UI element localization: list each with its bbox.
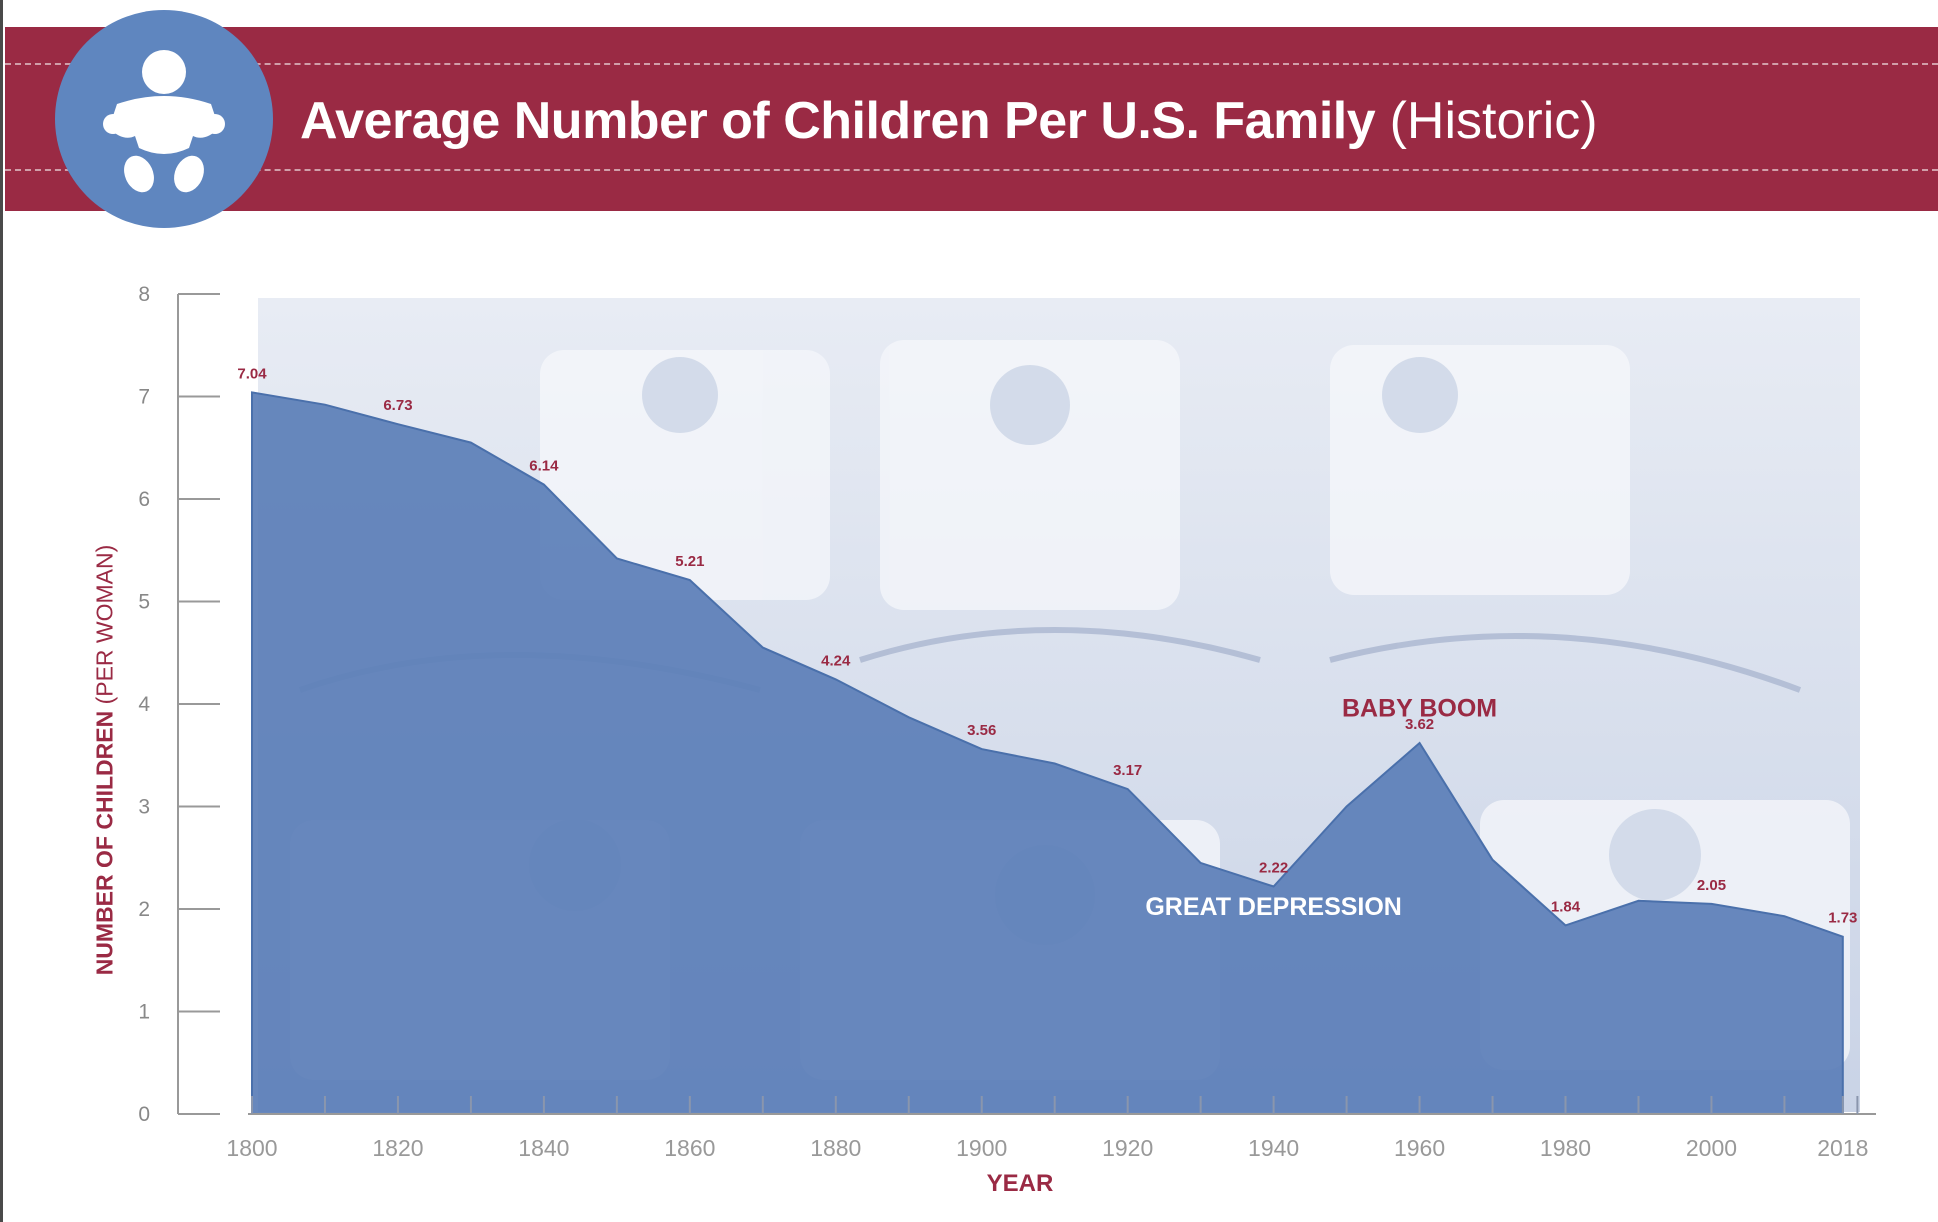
title-banner <box>5 27 1938 211</box>
annotation-baby-boom: BABY BOOM <box>1342 694 1497 722</box>
y-axis-title-main: NUMBER OF CHILDREN <box>91 710 118 976</box>
banner-dash-top <box>5 63 1938 65</box>
y-tick-label-8: 8 <box>138 283 150 306</box>
data-label-1960: 3.62 <box>1405 716 1434 733</box>
y-tick-label-6: 6 <box>138 488 150 511</box>
x-tick-label-1820: 1820 <box>372 1135 423 1161</box>
annotations: BABY BOOM GREAT DEPRESSION <box>1145 694 1497 921</box>
area-series <box>251 391 1844 1115</box>
y-tick-label-1: 1 <box>138 1001 150 1024</box>
banner-dash-bottom <box>5 169 1938 171</box>
data-label-1980: 1.84 <box>1551 898 1581 915</box>
y-axis-title: NUMBER OF CHILDREN (PER WOMAN) <box>92 545 119 976</box>
y-tick-label-2: 2 <box>138 898 150 921</box>
title-qualifier: (Historic) <box>1389 92 1598 150</box>
title-main: Average Number of Children Per U.S. Fami… <box>300 92 1376 150</box>
data-label-1820: 6.73 <box>383 397 412 414</box>
axes <box>177 293 1876 1115</box>
x-tick-label-1920: 1920 <box>1102 1135 1153 1161</box>
x-tick-label-1940: 1940 <box>1248 1135 1299 1161</box>
data-label-1860: 5.21 <box>675 553 704 570</box>
baby-icon <box>103 50 225 193</box>
data-label-1800: 7.04 <box>237 365 267 382</box>
data-label-2000: 2.05 <box>1697 877 1726 894</box>
x-tick-label-1880: 1880 <box>810 1135 861 1161</box>
data-label-1880: 4.24 <box>821 652 851 669</box>
x-tick-label-1800: 1800 <box>226 1135 277 1161</box>
x-tick-label-1980: 1980 <box>1540 1135 1591 1161</box>
data-label-1840: 6.14 <box>529 458 559 475</box>
x-tick-label-1860: 1860 <box>664 1135 715 1161</box>
data-label-1940: 2.22 <box>1259 859 1288 876</box>
data-label-1900: 3.56 <box>967 722 996 739</box>
x-axis-title: YEAR <box>986 1170 1054 1197</box>
baby-badge <box>55 10 273 228</box>
page-title: Average Number of Children Per U.S. Fami… <box>300 86 1598 156</box>
annotation-great-depression: GREAT DEPRESSION <box>1145 893 1402 921</box>
x-tick-labels: 1800 1820 1840 1860 1880 1900 1920 1940 1960 1980… <box>226 1135 1868 1161</box>
x-tick-label-1900: 1900 <box>956 1135 1007 1161</box>
y-tick-label-7: 7 <box>138 386 150 409</box>
y-tick-labels: 0 1 2 3 4 5 6 7 8 <box>138 283 150 1126</box>
x-tick-label-1840: 1840 <box>518 1135 569 1161</box>
frame-border <box>0 0 3 1222</box>
data-label-1920: 3.17 <box>1113 762 1142 779</box>
x-tick-label-1960: 1960 <box>1394 1135 1445 1161</box>
x-tick-label-2018: 2018 <box>1817 1135 1868 1161</box>
y-tick-label-4: 4 <box>138 693 150 716</box>
y-tick-label-5: 5 <box>138 591 150 614</box>
y-tick-label-0: 0 <box>138 1103 150 1126</box>
x-tick-label-2000: 2000 <box>1686 1135 1737 1161</box>
data-label-2018: 1.73 <box>1828 910 1857 927</box>
data-labels: 7.04 6.73 6.14 5.21 4.24 3.56 3.17 2.22 3.62 1.84… <box>237 365 1857 926</box>
y-tick-label-3: 3 <box>138 796 150 819</box>
y-axis-title-unit: (PER WOMAN) <box>91 544 118 705</box>
